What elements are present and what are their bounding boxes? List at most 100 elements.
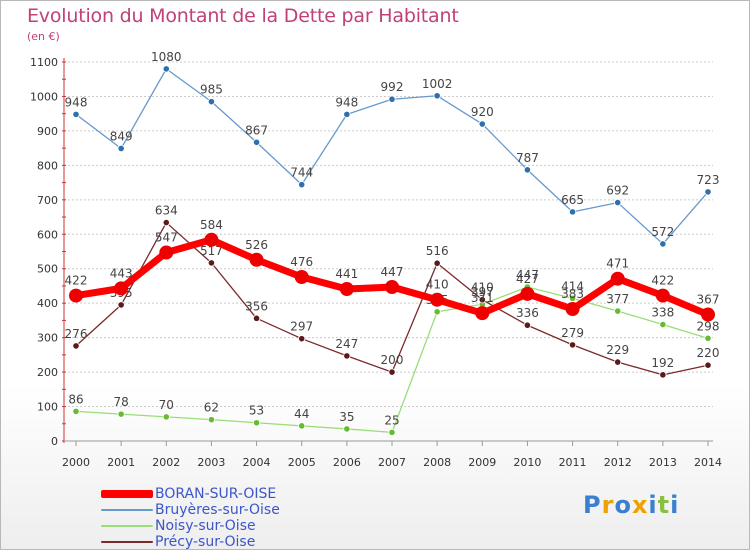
data-point <box>614 198 622 207</box>
y-tick-label: 800 <box>37 159 58 172</box>
data-point <box>655 288 670 303</box>
x-tick-label: 2014 <box>694 456 722 469</box>
logo-letter: i <box>648 491 658 519</box>
legend-item: BORAN-SUR-OISE <box>101 486 280 502</box>
x-tick-label: 2007 <box>378 456 406 469</box>
data-point <box>433 92 441 100</box>
data-point <box>614 358 622 366</box>
data-point <box>249 252 264 267</box>
data-label: 744 <box>290 166 313 180</box>
data-point <box>520 286 535 301</box>
data-point <box>704 361 712 369</box>
data-point <box>565 302 580 317</box>
data-label: 53 <box>249 404 264 418</box>
data-label: 427 <box>516 272 539 286</box>
logo-letter: o <box>614 491 632 519</box>
legend-item: Précy-sur-Oise <box>101 534 280 550</box>
data-label: 471 <box>606 257 629 271</box>
data-label: 35 <box>339 410 354 424</box>
legend-swatch <box>101 490 153 498</box>
x-tick-label: 2009 <box>468 456 496 469</box>
data-label: 338 <box>651 306 674 320</box>
data-point <box>388 95 396 103</box>
data-label: 787 <box>516 151 539 165</box>
data-point <box>430 292 445 307</box>
data-label: 78 <box>114 395 129 409</box>
x-tick-label: 2013 <box>649 456 677 469</box>
data-label: 220 <box>697 346 720 360</box>
data-label: 948 <box>65 95 88 109</box>
logo-letter: r <box>601 491 615 519</box>
data-point <box>117 410 125 418</box>
data-point <box>659 320 667 329</box>
data-label: 1002 <box>422 77 453 91</box>
data-label: 62 <box>204 401 219 415</box>
data-point <box>207 416 216 424</box>
y-tick-label: 500 <box>37 263 58 276</box>
data-point <box>475 306 490 321</box>
logo-letter: i <box>670 491 680 519</box>
data-label: 1080 <box>151 50 182 64</box>
data-label: 336 <box>516 306 539 320</box>
data-label: 371 <box>471 291 494 305</box>
data-point <box>298 181 306 189</box>
data-label: 692 <box>606 184 629 198</box>
data-point <box>701 307 715 322</box>
data-point <box>568 294 577 302</box>
legend-label: Noisy-sur-Oise <box>155 518 256 534</box>
data-point <box>117 301 125 309</box>
data-label: 723 <box>697 173 720 187</box>
data-point <box>252 419 261 427</box>
legend-label: Bruyères-sur-Oise <box>155 502 280 518</box>
data-point <box>204 232 219 247</box>
data-point <box>72 110 80 118</box>
data-point <box>704 188 712 196</box>
data-label: 447 <box>381 265 404 279</box>
x-tick-label: 2005 <box>288 456 316 469</box>
unit-label: (en €) <box>27 30 60 43</box>
data-label: 25 <box>384 413 399 427</box>
data-label: 377 <box>606 292 629 306</box>
data-label: 44 <box>294 407 309 421</box>
data-point <box>294 269 309 284</box>
data-label: 297 <box>290 320 313 334</box>
data-point <box>385 279 399 294</box>
data-label: 867 <box>245 123 268 137</box>
x-tick-label: 2004 <box>243 456 271 469</box>
data-point <box>159 245 174 260</box>
data-label: 849 <box>110 129 133 143</box>
legend: BORAN-SUR-OISE Bruyères-sur-Oise Noisy-sur… <box>101 486 280 550</box>
data-point <box>162 218 170 227</box>
x-tick-label: 2011 <box>559 456 587 469</box>
x-tick-label: 2010 <box>513 456 541 469</box>
legend-item: Bruyères-sur-Oise <box>101 502 280 518</box>
series-line <box>75 68 709 245</box>
legend-swatch <box>101 541 153 543</box>
data-label: 476 <box>290 255 313 269</box>
data-point <box>659 371 667 379</box>
data-point <box>343 352 351 360</box>
data-point <box>523 166 532 174</box>
data-label: 992 <box>381 80 404 94</box>
data-point <box>339 282 354 297</box>
data-point <box>478 120 486 128</box>
data-point <box>659 240 667 248</box>
data-point <box>117 144 125 153</box>
data-point <box>478 296 486 304</box>
x-tick-label: 2006 <box>333 456 361 469</box>
y-tick-label: 100 <box>37 401 58 414</box>
y-tick-label: 1100 <box>30 56 58 69</box>
data-point <box>162 413 170 421</box>
data-label: 356 <box>245 299 268 313</box>
data-point <box>523 321 532 329</box>
y-tick-label: 700 <box>37 194 58 207</box>
y-tick-label: 200 <box>37 366 58 379</box>
data-label: 422 <box>651 274 674 288</box>
data-point <box>568 341 577 349</box>
data-label: 86 <box>68 392 83 406</box>
y-tick-label: 900 <box>37 125 58 138</box>
legend-label: Précy-sur-Oise <box>155 534 256 550</box>
data-point <box>433 308 441 316</box>
data-point <box>298 422 306 430</box>
